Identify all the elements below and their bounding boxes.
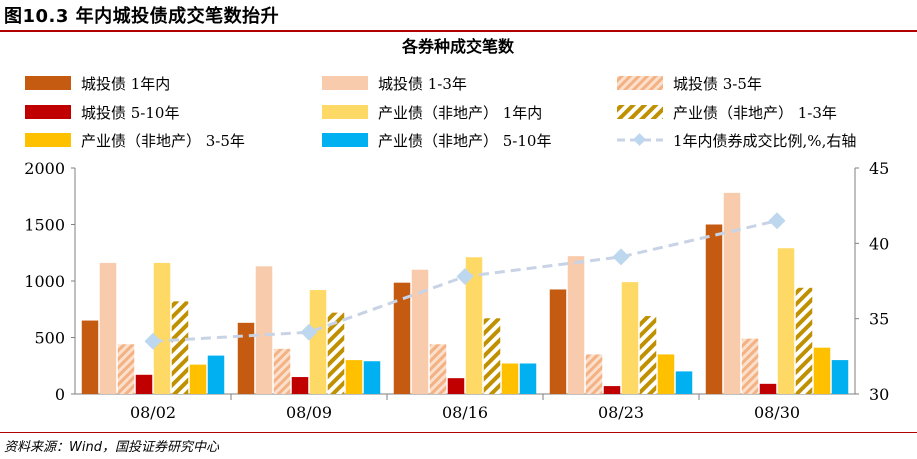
legend-swatch (25, 76, 71, 90)
y-tick-label: 1000 (24, 272, 65, 291)
line-point (144, 332, 162, 350)
line-point (456, 267, 474, 285)
y2-tick-label: 40 (869, 234, 889, 253)
axes: 0 500 1000 1500 2000 30 35 40 45 08/02 08/09 08/16 0… (24, 159, 889, 422)
y-tick-label: 0 (55, 385, 65, 404)
bar (501, 363, 519, 394)
bar (795, 287, 813, 394)
legend-marker (633, 133, 646, 146)
bar (135, 374, 153, 394)
bar (237, 322, 255, 394)
line-point (300, 323, 318, 341)
legend-swatch (25, 133, 71, 147)
legend-label: 产业债（非地产） 5-10年 (378, 132, 551, 150)
bar (447, 378, 465, 394)
legend-label: 产业债（非地产） 1-3年 (673, 104, 837, 122)
bar (117, 344, 135, 394)
bar (585, 354, 603, 394)
bar (705, 224, 723, 394)
bar (741, 338, 759, 394)
legend-label: 1年内债券成交比例,%,右轴 (673, 132, 856, 150)
bar (831, 360, 849, 394)
bar (567, 256, 585, 394)
bar (429, 344, 447, 394)
chart-title: 各券种成交笔数 (401, 37, 515, 56)
line-point (612, 248, 630, 266)
legend-label: 城投债 5-10年 (81, 104, 179, 122)
bars (81, 192, 849, 394)
bar (291, 377, 309, 394)
bar (483, 318, 501, 394)
bar (675, 371, 693, 394)
legend-label: 产业债（非地产） 1年内 (378, 104, 542, 122)
bar (171, 301, 189, 394)
y-tick-label: 500 (34, 329, 65, 348)
bar (207, 355, 225, 394)
x-tick-label: 08/02 (130, 403, 176, 422)
bar (309, 290, 327, 394)
bar (723, 192, 741, 394)
bar (99, 262, 117, 394)
bar (411, 269, 429, 394)
legend-swatch (25, 105, 71, 119)
y2-tick-label: 30 (869, 385, 889, 404)
y2-tick-label: 35 (869, 310, 889, 329)
bar (189, 364, 207, 394)
figure-title: 图10.3 年内城投债成交笔数抬升 (4, 6, 280, 27)
y-tick-label: 1500 (24, 216, 65, 235)
legend-label: 产业债（非地产） 3-5年 (81, 132, 245, 150)
x-tick-label: 08/23 (598, 403, 644, 422)
y2-tick-label: 45 (869, 159, 889, 178)
bar (777, 248, 795, 394)
legend-swatch (322, 133, 368, 147)
bar (813, 347, 831, 394)
bar (363, 361, 381, 394)
bar (639, 316, 657, 394)
x-tick-label: 08/16 (442, 403, 488, 422)
bar (519, 363, 537, 394)
legend-label: 城投债 1-3年 (378, 75, 467, 93)
x-tick-label: 08/09 (286, 403, 332, 422)
y-tick-label: 2000 (24, 159, 65, 178)
legend-swatch (322, 105, 368, 119)
legend-label: 城投债 3-5年 (673, 75, 762, 93)
legend-label: 城投债 1年内 (81, 75, 170, 93)
bar (393, 282, 411, 394)
legend-swatch (617, 76, 663, 90)
bar (273, 348, 291, 394)
source-divider (0, 432, 917, 433)
source-note: 资料来源：Wind，国投证券研究中心 (4, 440, 219, 455)
line-point (768, 212, 786, 230)
bar (81, 320, 99, 394)
bar (759, 383, 777, 394)
bar (621, 282, 639, 394)
legend-swatch (322, 76, 368, 90)
title-divider (0, 30, 917, 32)
bar (327, 312, 345, 394)
bar (549, 289, 567, 394)
bar (603, 386, 621, 394)
bar (255, 266, 273, 394)
bar (345, 360, 363, 394)
bar (153, 262, 171, 394)
bar (465, 257, 483, 394)
legend-swatch (617, 105, 663, 119)
bar (657, 354, 675, 394)
x-tick-label: 08/30 (754, 403, 800, 422)
